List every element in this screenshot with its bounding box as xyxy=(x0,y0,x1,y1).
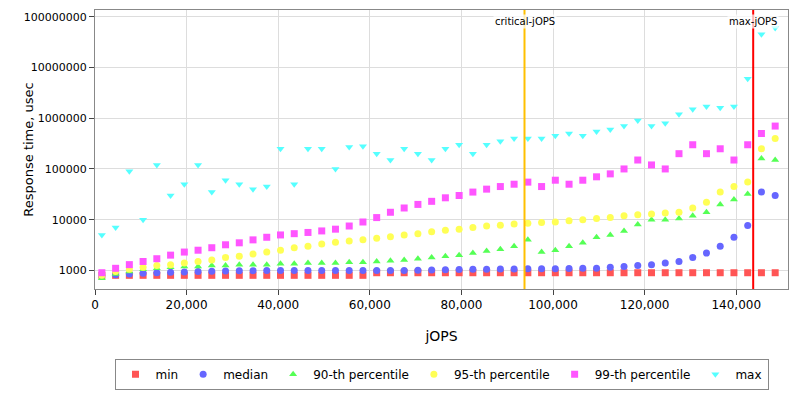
svg-text:jOPS: jOPS xyxy=(424,328,457,344)
svg-text:140,000: 140,000 xyxy=(711,298,761,312)
svg-text:max-jOPS: max-jOPS xyxy=(729,16,777,27)
svg-text:max: max xyxy=(735,368,761,382)
svg-text:1000: 1000 xyxy=(59,264,87,277)
svg-text:90-th percentile: 90-th percentile xyxy=(313,368,409,382)
svg-text:40,000: 40,000 xyxy=(257,298,299,312)
svg-text:10000000: 10000000 xyxy=(31,61,87,74)
svg-text:99-th percentile: 99-th percentile xyxy=(595,368,691,382)
svg-text:0: 0 xyxy=(91,298,99,312)
svg-text:60,000: 60,000 xyxy=(349,298,391,312)
svg-text:120,000: 120,000 xyxy=(620,298,670,312)
svg-text:100000: 100000 xyxy=(45,163,87,176)
svg-text:1000000: 1000000 xyxy=(38,112,87,125)
svg-text:critical-jOPS: critical-jOPS xyxy=(495,16,555,27)
svg-text:80,000: 80,000 xyxy=(440,298,482,312)
svg-text:100000000: 100000000 xyxy=(24,11,87,24)
svg-text:10000: 10000 xyxy=(52,214,87,227)
svg-text:median: median xyxy=(223,368,268,382)
svg-text:95-th percentile: 95-th percentile xyxy=(454,368,550,382)
svg-text:20,000: 20,000 xyxy=(166,298,208,312)
svg-text:min: min xyxy=(156,368,179,382)
svg-text:100,000: 100,000 xyxy=(528,298,578,312)
svg-text:Response time, usec: Response time, usec xyxy=(21,82,36,216)
